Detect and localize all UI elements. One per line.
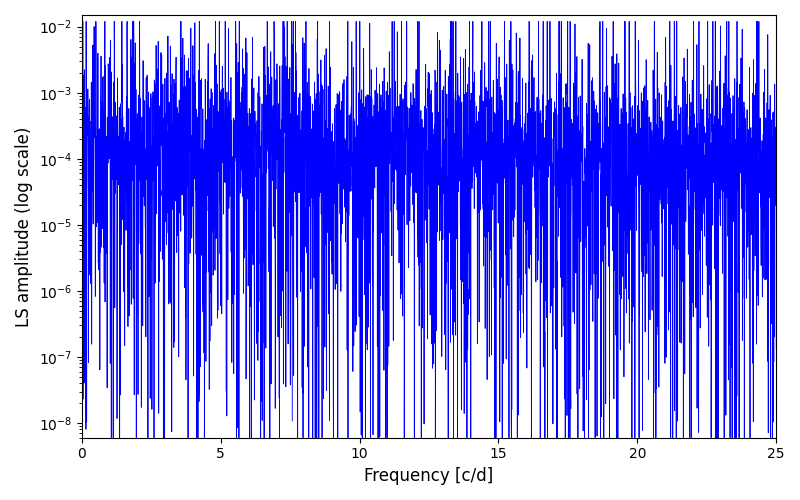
Y-axis label: LS amplitude (log scale): LS amplitude (log scale) [15,126,33,326]
X-axis label: Frequency [c/d]: Frequency [c/d] [364,467,494,485]
